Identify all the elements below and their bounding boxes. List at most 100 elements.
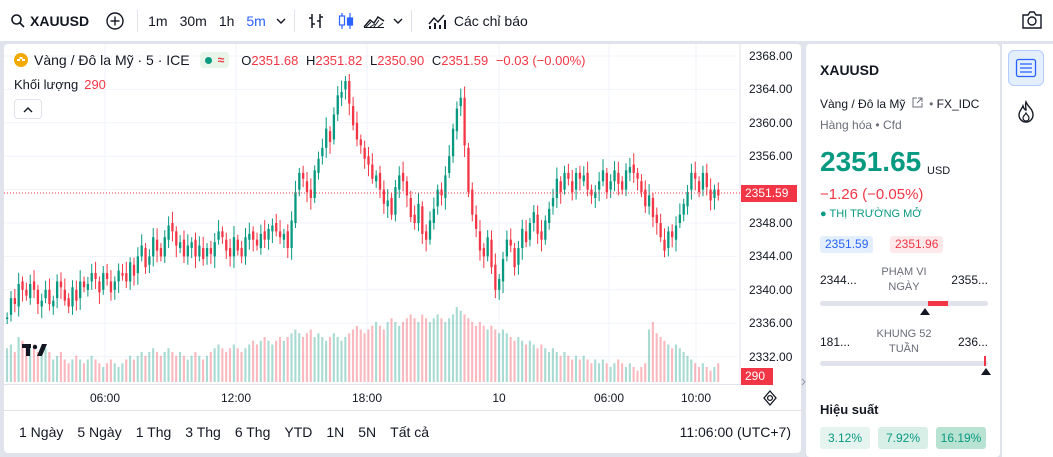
range-1d[interactable]: 1 Ngày: [19, 424, 64, 440]
volume-bar: [290, 333, 293, 382]
candle: [432, 197, 435, 230]
time-tick-label: 12:00: [220, 391, 252, 405]
compare-button[interactable]: [97, 0, 133, 42]
candle: [271, 218, 274, 244]
candle: [490, 230, 493, 274]
collapse-legend-button[interactable]: [14, 99, 42, 119]
range-all[interactable]: Tất cả: [390, 424, 430, 440]
volume-bar: [213, 348, 216, 382]
chart-panel[interactable]: Vàng / Đô la Mỹ · 5 · ICE ≈ O2351.68 H23…: [4, 44, 801, 410]
current-volume-label: 290: [741, 368, 773, 385]
volume-bar: [29, 348, 32, 382]
volume-bar: [309, 329, 312, 382]
candle: [159, 243, 163, 262]
chart-type-dropdown[interactable]: [389, 0, 407, 42]
volume-bar: [86, 359, 89, 382]
volume-bar: [236, 348, 239, 382]
volume-legend: Khối lượng 290: [14, 77, 106, 92]
volume-bar: [498, 333, 501, 382]
volume-bar: [148, 352, 151, 382]
tradingview-logo[interactable]: [22, 342, 48, 363]
description-text[interactable]: Vàng / Đô la Mỹ: [820, 97, 906, 111]
volume-bar: [217, 344, 220, 382]
timeframe-5m[interactable]: 5m: [246, 12, 266, 29]
candle: [344, 76, 347, 100]
volume-bar: [36, 352, 39, 382]
candle: [263, 220, 266, 249]
performance-title[interactable]: Hiệu suất: [820, 402, 879, 417]
screenshot-button[interactable]: [1021, 10, 1043, 35]
watchlist-button[interactable]: [1008, 50, 1044, 86]
range-6m[interactable]: 6 Thg: [234, 424, 271, 440]
volume-bar: [278, 337, 282, 382]
candle: [390, 192, 393, 220]
bar-style-button[interactable]: [299, 0, 333, 42]
volume-bar: [517, 337, 520, 382]
list-icon: [1015, 58, 1037, 78]
time-tick-label: 10: [492, 391, 506, 405]
candle: [501, 251, 505, 294]
candle: [17, 272, 20, 317]
range-ytd[interactable]: YTD: [284, 424, 313, 440]
volume-bar: [613, 363, 616, 382]
timezone-clock[interactable]: 11:06:00 (UTC+7): [679, 424, 791, 440]
time-axis[interactable]: 06:00 12:00 18:00 10 06:00 10:00: [4, 384, 741, 410]
instrument-title[interactable]: Vàng / Đô la Mỹ · 5 · ICE: [34, 52, 190, 68]
range-5y[interactable]: 5N: [358, 424, 377, 440]
hotlists-button[interactable]: [1008, 94, 1044, 130]
volume-bar: [248, 344, 251, 382]
range-1m[interactable]: 1 Thg: [135, 424, 172, 440]
volume-bar: [671, 348, 674, 382]
candle: [436, 184, 439, 215]
candle: [155, 228, 159, 263]
market-status-pill[interactable]: ≈: [199, 52, 230, 68]
timeframe-1h[interactable]: 1h: [218, 12, 235, 29]
timeframe-30m[interactable]: 30m: [179, 12, 207, 29]
candle: [667, 226, 670, 257]
range-5d[interactable]: 5 Ngày: [77, 424, 122, 440]
volume-bar: [494, 329, 497, 382]
volume-bar: [202, 359, 205, 382]
volume-label: Khối lượng: [14, 77, 79, 92]
candle: [102, 266, 105, 295]
price-axis[interactable]: 2368.002364.002360.002356.002352.002348.…: [741, 44, 801, 384]
chart-settings-button[interactable]: [762, 390, 778, 411]
volume-bar: [205, 355, 209, 382]
week52-low: 181...: [820, 335, 851, 349]
timeframe-1m[interactable]: 1m: [148, 12, 168, 29]
volume-bar: [501, 329, 505, 382]
volume-bar: [382, 329, 385, 382]
candle: [148, 249, 151, 274]
volume-bar: [298, 333, 301, 382]
week52-range-row: 181... KHUNG 52 TUẦN 236...: [820, 328, 988, 367]
price-currency: USD: [927, 165, 951, 177]
volume-bar: [667, 344, 670, 382]
gear-icon: [763, 390, 777, 406]
range-3m[interactable]: 3 Thg: [185, 424, 221, 440]
volume-bar: [267, 340, 270, 382]
details-symbol[interactable]: XAUUSD: [820, 62, 880, 78]
price-tick-label: 2340.00: [749, 282, 793, 297]
candle: [213, 233, 216, 269]
price-chart[interactable]: [4, 44, 801, 384]
timeframe-dropdown[interactable]: [272, 0, 290, 42]
range-1y[interactable]: 1N: [326, 424, 345, 440]
candle: [325, 117, 328, 158]
volume-bar: [713, 367, 716, 382]
ask-price: 2351.96: [890, 236, 944, 253]
indicators-button[interactable]: Các chỉ báo: [420, 0, 536, 42]
low-label: L: [369, 52, 378, 68]
volume-bar: [644, 363, 647, 382]
volume-bar: [186, 359, 189, 382]
candle: [202, 236, 205, 266]
volume-bar: [486, 329, 489, 382]
candles-button[interactable]: [333, 0, 359, 42]
volume-bar: [448, 318, 451, 382]
price-tick-label: 2348.00: [749, 216, 793, 230]
area-button[interactable]: [359, 0, 389, 42]
candle: [601, 159, 605, 187]
symbol-search-button[interactable]: XAUUSD: [0, 0, 97, 42]
candle: [29, 274, 32, 305]
candle: [505, 230, 509, 262]
panel-resize-handle[interactable]: [801, 370, 807, 394]
